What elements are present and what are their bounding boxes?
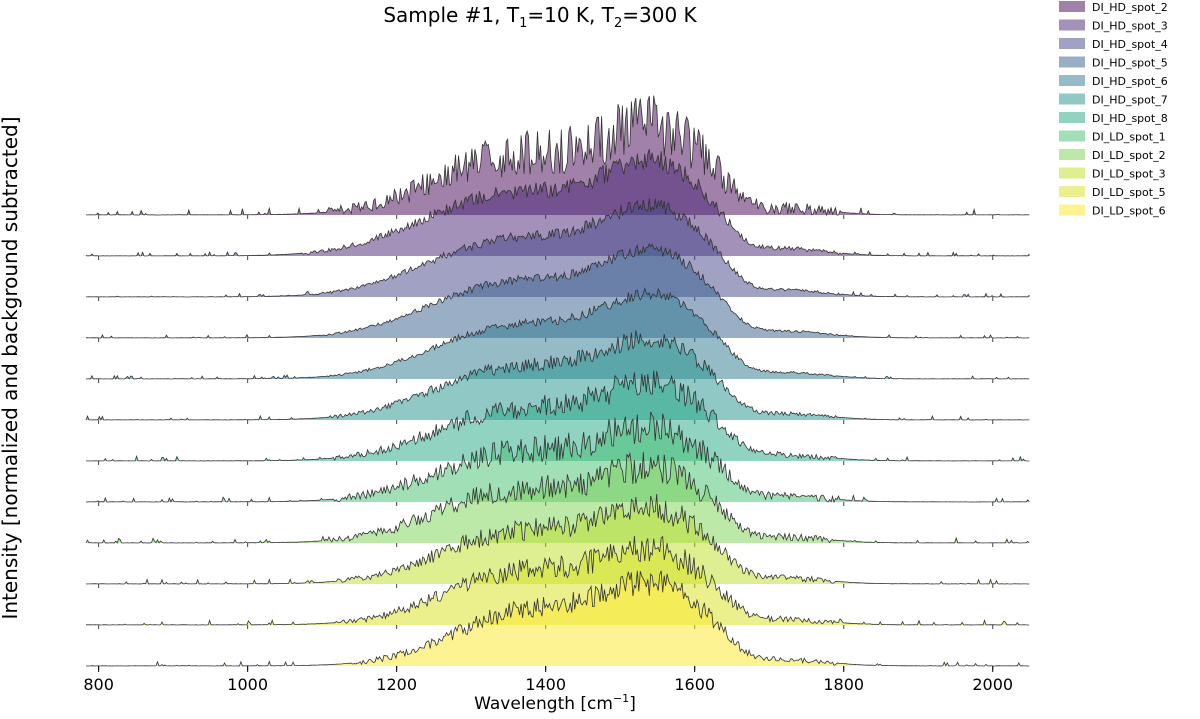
x-tick-label: 800 [83, 675, 114, 694]
legend: DI_HD_spot_2 DI_HD_spot_3 DI_HD_spot_4 DI_H… [1059, 1, 1168, 218]
legend-label: DI_HD_spot_2 [1092, 1, 1168, 14]
ridge-line-DI_LD_spot_2 [85, 451, 1030, 544]
ridge-line-DI_HD_spot_4 [86, 198, 1030, 298]
ridge-fill-DI_HD_spot_6 [80, 288, 1030, 379]
legend-label: DI_HD_spot_8 [1092, 112, 1168, 125]
ridge-fill-DI_HD_spot_3 [80, 149, 1030, 256]
legend-item: DI_HD_spot_5 [1059, 56, 1168, 70]
ridge-line-DI_HD_spot_2 [86, 95, 1030, 217]
ridge-fill-DI_LD_spot_6 [80, 570, 1030, 666]
legend-swatch [1059, 1, 1085, 12]
ridge-line-DI_HD_spot_3 [85, 148, 1030, 257]
legend-label: DI_HD_spot_4 [1092, 38, 1168, 51]
ridge-line-DI_HD_spot_8 [85, 370, 1030, 462]
ridge-line-DI_LD_spot_5 [86, 535, 1030, 626]
x-axis-label: Wavelength [cm−1] [474, 692, 636, 714]
legend-item: DI_LD_spot_5 [1059, 186, 1166, 199]
ridge-fill-DI_LD_spot_1 [80, 411, 1030, 502]
legend-label: DI_LD_spot_1 [1092, 131, 1166, 144]
ridge-fill-DI_HD_spot_7 [80, 330, 1030, 420]
legend-swatch [1059, 186, 1085, 197]
ridge-fill-DI_HD_spot_8 [80, 370, 1030, 461]
y-axis-label: Intensity [normalized and background sub… [0, 116, 22, 619]
legend-label: DI_LD_spot_2 [1092, 149, 1166, 162]
x-tick-label: 1600 [674, 675, 715, 694]
chart-title: Sample #1, T1=10 K, T2=300 K [383, 3, 697, 31]
ridge-line-DI_LD_spot_3 [85, 493, 1030, 585]
legend-label: DI_LD_spot_6 [1092, 205, 1166, 218]
legend-swatch [1059, 149, 1085, 160]
legend-swatch [1059, 167, 1085, 179]
ridges-layer [80, 95, 1030, 670]
legend-swatch [1059, 75, 1085, 86]
x-tick-label: 2000 [972, 675, 1013, 694]
legend-label: DI_LD_spot_3 [1092, 168, 1166, 181]
legend-swatch [1059, 112, 1085, 123]
legend-item: DI_LD_spot_2 [1059, 149, 1166, 162]
ridge-line-DI_HD_spot_6 [86, 287, 1030, 380]
x-tick-label: 1200 [376, 675, 417, 694]
legend-item: DI_LD_spot_1 [1059, 130, 1166, 144]
legend-item: DI_HD_spot_6 [1059, 75, 1168, 88]
legend-label: DI_HD_spot_7 [1092, 94, 1168, 107]
legend-swatch [1059, 19, 1085, 31]
x-axis: 800 1000 1200 1400 1600 1800 2000 [83, 666, 1013, 694]
ridge-fill-DI_LD_spot_5 [80, 535, 1030, 625]
legend-swatch [1059, 56, 1085, 68]
ridge-line-DI_LD_spot_6 [86, 570, 1030, 667]
x-tick-label: 1000 [227, 675, 268, 694]
ridge-fill-DI_HD_spot_4 [80, 198, 1030, 297]
x-tick-label: 1800 [823, 675, 864, 694]
legend-swatch [1059, 204, 1085, 216]
x-tick-label: 1400 [525, 675, 566, 694]
legend-item: DI_HD_spot_3 [1059, 19, 1168, 33]
legend-item: DI_HD_spot_8 [1059, 112, 1168, 125]
legend-swatch [1059, 38, 1085, 49]
legend-item: DI_HD_spot_7 [1059, 93, 1168, 107]
legend-label: DI_LD_spot_5 [1092, 186, 1166, 199]
legend-swatch [1059, 93, 1085, 105]
ridge-line-DI_HD_spot_5 [85, 242, 1030, 339]
ridge-fill-DI_LD_spot_2 [80, 451, 1030, 543]
legend-item: DI_HD_spot_2 [1059, 1, 1168, 14]
legend-swatch [1059, 130, 1085, 142]
legend-label: DI_HD_spot_3 [1092, 20, 1168, 33]
legend-item: DI_HD_spot_4 [1059, 38, 1168, 51]
legend-label: DI_HD_spot_5 [1092, 57, 1168, 70]
ridge-fill-DI_HD_spot_5 [80, 243, 1030, 338]
legend-item: DI_LD_spot_6 [1059, 204, 1166, 218]
ridge-DI_LD_spot_3 [80, 493, 1030, 588]
legend-item: DI_LD_spot_3 [1059, 167, 1166, 181]
ridge-fill-DI_LD_spot_3 [80, 494, 1030, 584]
ridge-line-DI_HD_spot_7 [85, 330, 1030, 421]
legend-label: DI_HD_spot_6 [1092, 75, 1168, 88]
ridge-line-DI_LD_spot_1 [85, 411, 1030, 504]
